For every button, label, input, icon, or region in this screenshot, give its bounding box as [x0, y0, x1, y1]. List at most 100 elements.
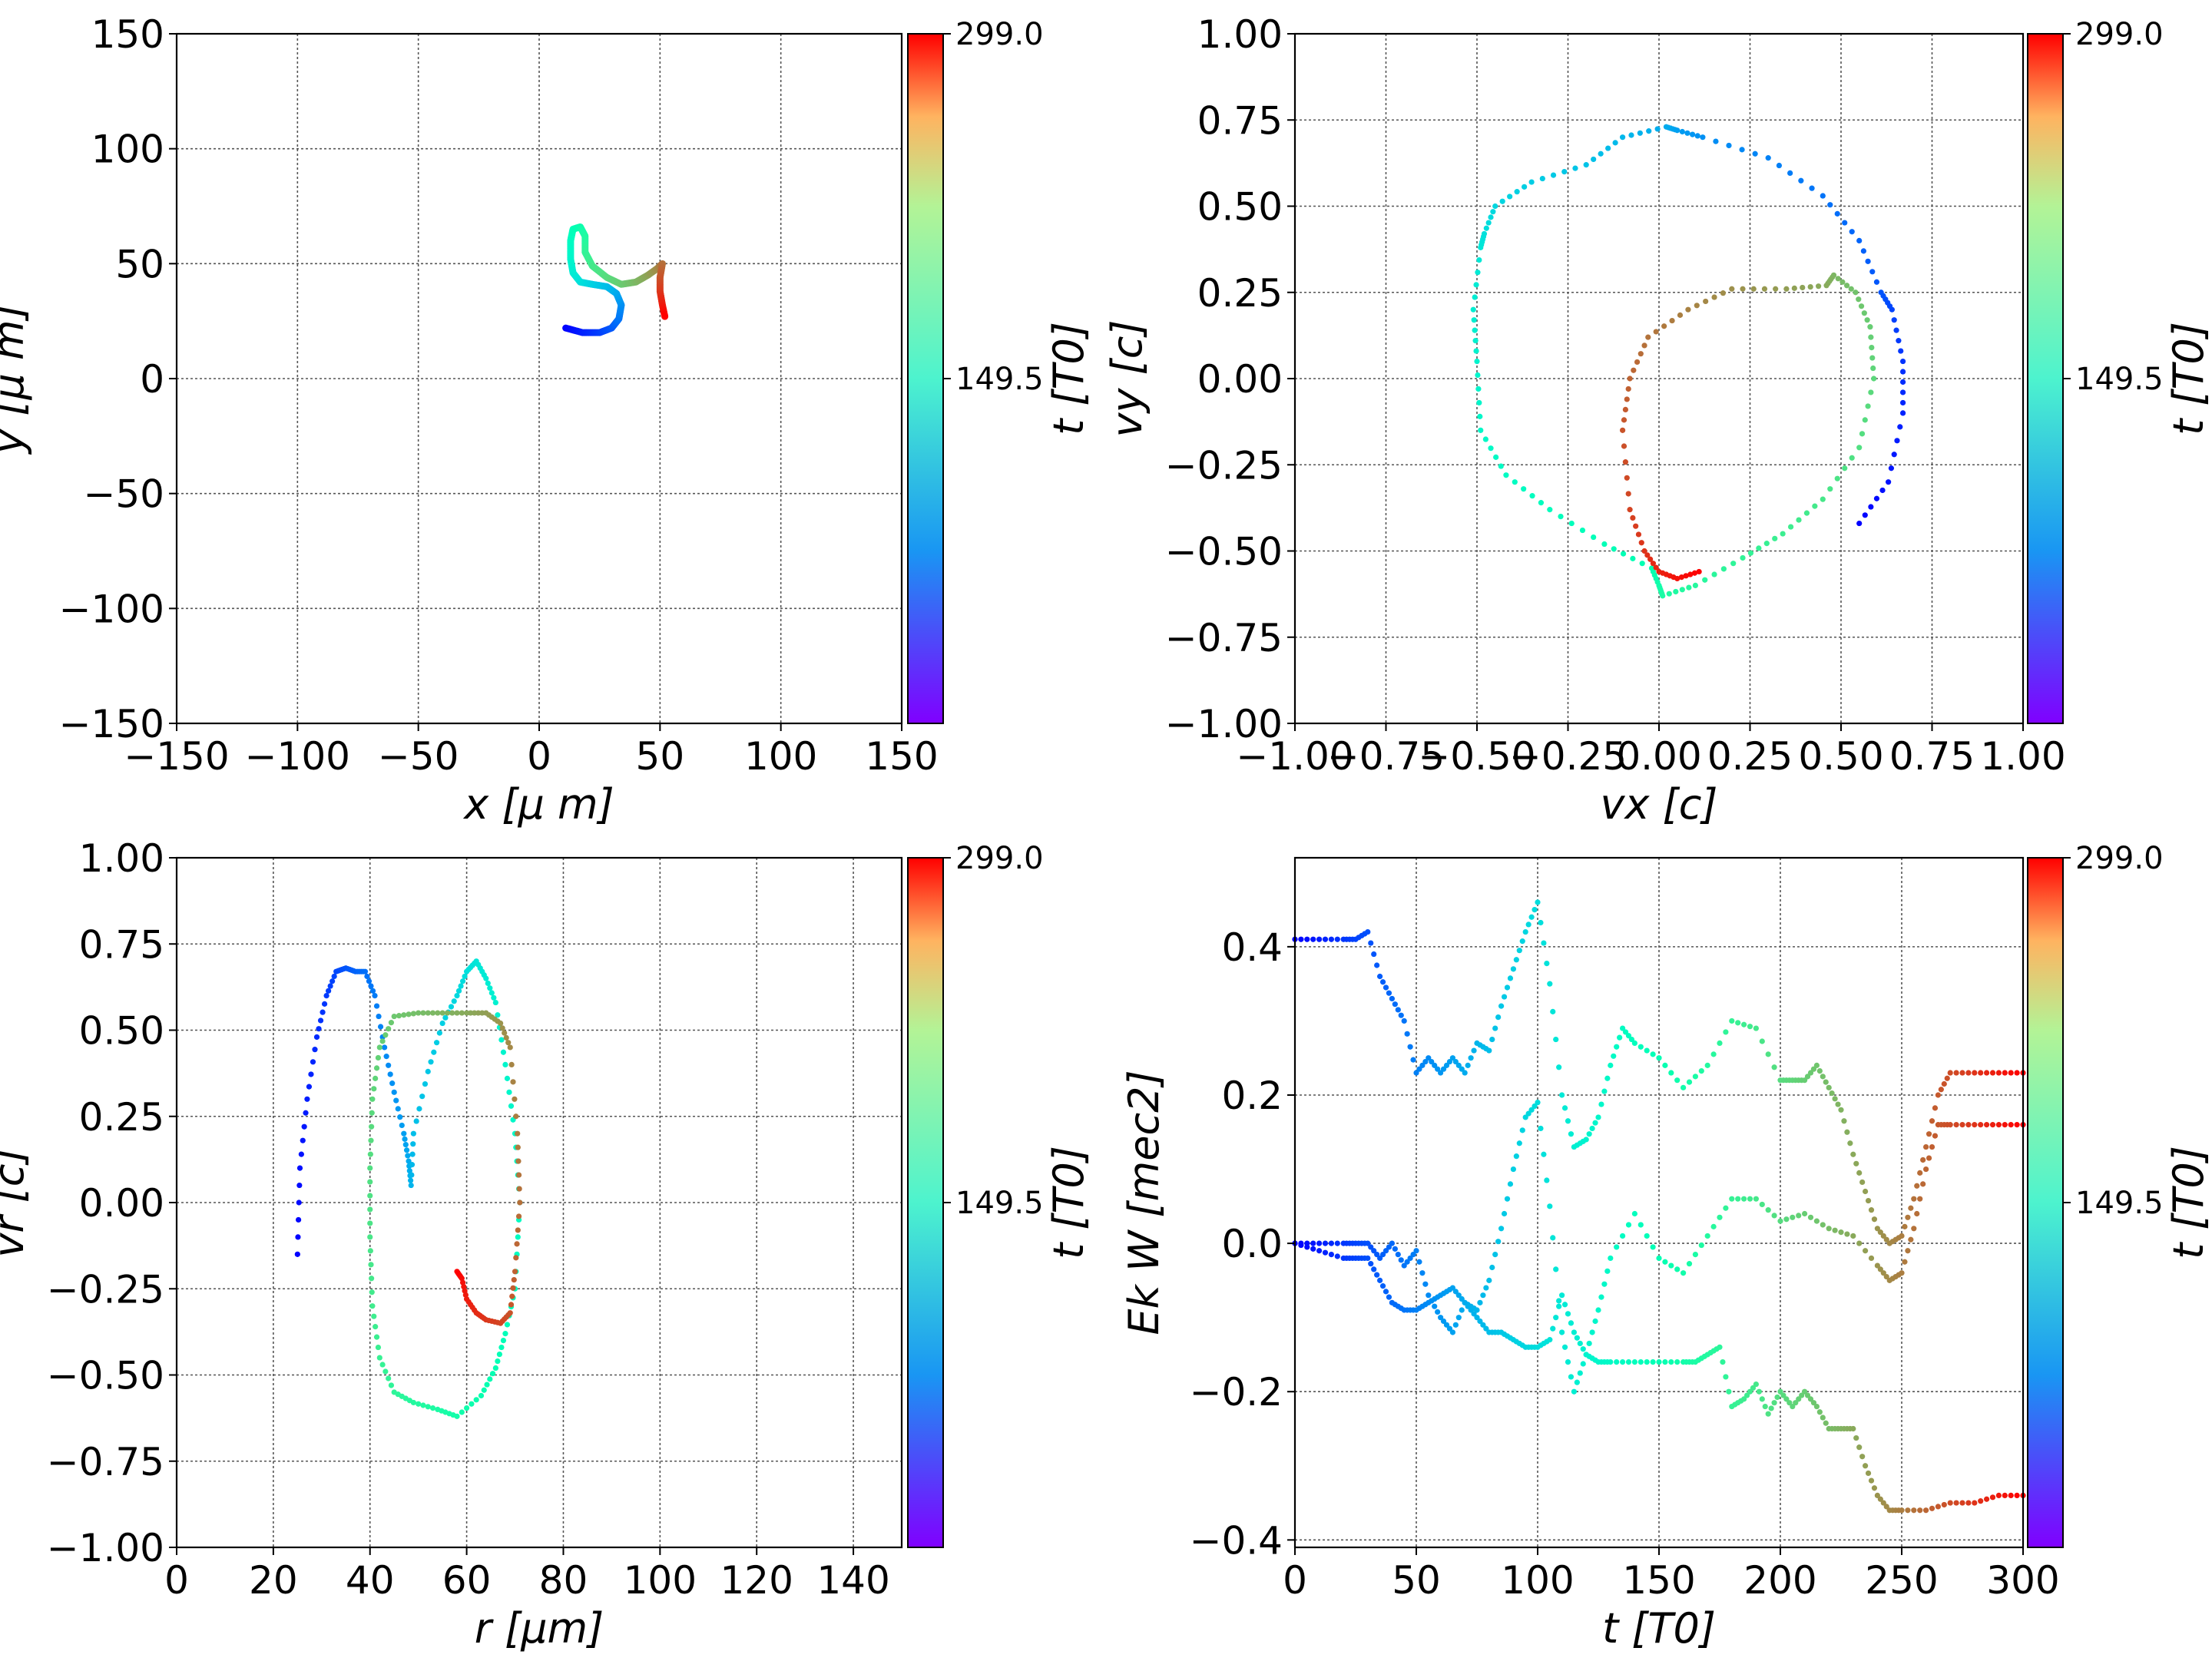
data-point — [1850, 1425, 1856, 1432]
data-point — [1694, 133, 1700, 139]
data-point — [1438, 1315, 1444, 1321]
data-point — [1662, 1359, 1668, 1365]
data-point — [1807, 1214, 1814, 1220]
data-point — [409, 1162, 416, 1168]
data-point — [478, 1392, 485, 1399]
data-point — [1611, 546, 1617, 552]
data-point — [1589, 1329, 1595, 1335]
data-point — [1413, 1070, 1419, 1076]
data-point — [1535, 899, 1541, 905]
data-point — [313, 1034, 320, 1041]
data-point — [1717, 1040, 1723, 1046]
data-point — [1995, 1070, 2002, 1076]
data-point — [1371, 951, 1377, 958]
data-point — [1476, 256, 1482, 263]
data-point — [1401, 1262, 1407, 1269]
data-point — [1379, 979, 1386, 985]
data-point — [1580, 1346, 1586, 1352]
data-point — [1392, 1246, 1398, 1252]
data-point — [1641, 548, 1647, 554]
data-point — [1844, 1129, 1850, 1135]
colorbar-tick-label: 149.5 — [2075, 1186, 2164, 1221]
data-point — [1653, 564, 1659, 571]
data-point — [1807, 283, 1813, 290]
data-point — [1668, 1359, 1674, 1365]
data-point — [1911, 1196, 1917, 1202]
data-point — [1386, 1294, 1392, 1300]
data-point — [1627, 376, 1633, 382]
data-point — [376, 1044, 382, 1051]
data-point — [1377, 973, 1383, 980]
data-point — [1572, 165, 1578, 171]
data-point — [449, 1010, 455, 1016]
data-point — [1650, 1244, 1656, 1250]
y-tick-label: −0.4 — [1190, 1518, 1283, 1563]
data-point — [408, 1182, 414, 1189]
data-point — [1561, 1105, 1568, 1111]
data-point — [1568, 1320, 1575, 1326]
data-point — [402, 1141, 409, 1148]
data-point — [498, 1344, 505, 1351]
data-point — [508, 1061, 515, 1067]
colorbar-tick-label: 299.0 — [955, 841, 1044, 876]
data-point — [1612, 140, 1618, 146]
data-point — [369, 988, 376, 994]
data-point — [1810, 1066, 1817, 1072]
y-tick-label: 0.75 — [1197, 98, 1283, 143]
data-point — [1574, 1379, 1580, 1385]
data-point — [329, 978, 336, 984]
data-point — [1868, 1207, 1875, 1213]
data-point — [1692, 582, 1698, 589]
x-tick-label: −0.25 — [1509, 734, 1627, 779]
data-point — [1865, 258, 1871, 264]
data-point — [1614, 1044, 1620, 1050]
data-point — [2002, 1492, 2008, 1499]
data-point — [1538, 500, 1545, 506]
data-point — [499, 1025, 505, 1031]
y-tick-label: 0.0 — [1221, 1222, 1283, 1266]
colorbar-tick-label: 149.5 — [955, 362, 1044, 397]
y-tick-label: −0.2 — [1190, 1370, 1283, 1415]
data-point — [1550, 172, 1557, 178]
data-point — [1802, 1210, 1808, 1217]
data-point — [1529, 493, 1535, 499]
data-point — [1601, 1281, 1608, 1287]
data-point — [1740, 286, 1746, 292]
data-point — [1654, 126, 1661, 132]
data-point — [1510, 966, 1516, 972]
data-point — [512, 1096, 518, 1102]
data-point — [1862, 417, 1868, 423]
data-point — [1656, 1359, 1662, 1365]
data-point — [1579, 527, 1586, 534]
data-point — [1488, 214, 1494, 220]
data-point — [1591, 156, 1597, 163]
data-point — [1720, 566, 1727, 572]
data-point — [1622, 406, 1628, 413]
x-axis-label: r [μm] — [475, 1604, 604, 1653]
data-point — [1747, 1024, 1753, 1030]
data-point — [1914, 1183, 1920, 1189]
data-point — [1474, 358, 1480, 365]
data-point — [375, 1344, 382, 1351]
data-point — [1474, 1307, 1480, 1313]
data-point — [1298, 1242, 1304, 1249]
data-point — [1790, 1403, 1796, 1410]
data-point — [294, 1251, 300, 1257]
data-point — [1978, 1122, 1984, 1128]
data-point — [1813, 1403, 1820, 1410]
data-point — [1898, 348, 1904, 354]
data-point — [300, 1137, 306, 1143]
data-point — [1878, 290, 1884, 296]
data-point — [367, 1179, 373, 1185]
data-point — [1513, 957, 1519, 963]
data-point — [1561, 169, 1568, 175]
y-axis-label: vr [c] — [0, 1147, 33, 1257]
data-point — [1663, 124, 1670, 130]
data-point — [1923, 1507, 1929, 1514]
data-point — [367, 1193, 373, 1199]
data-point — [435, 1406, 441, 1412]
data-point — [1804, 1392, 1811, 1398]
data-point — [1477, 413, 1483, 419]
data-point — [1598, 1294, 1604, 1300]
data-point — [320, 1009, 326, 1015]
